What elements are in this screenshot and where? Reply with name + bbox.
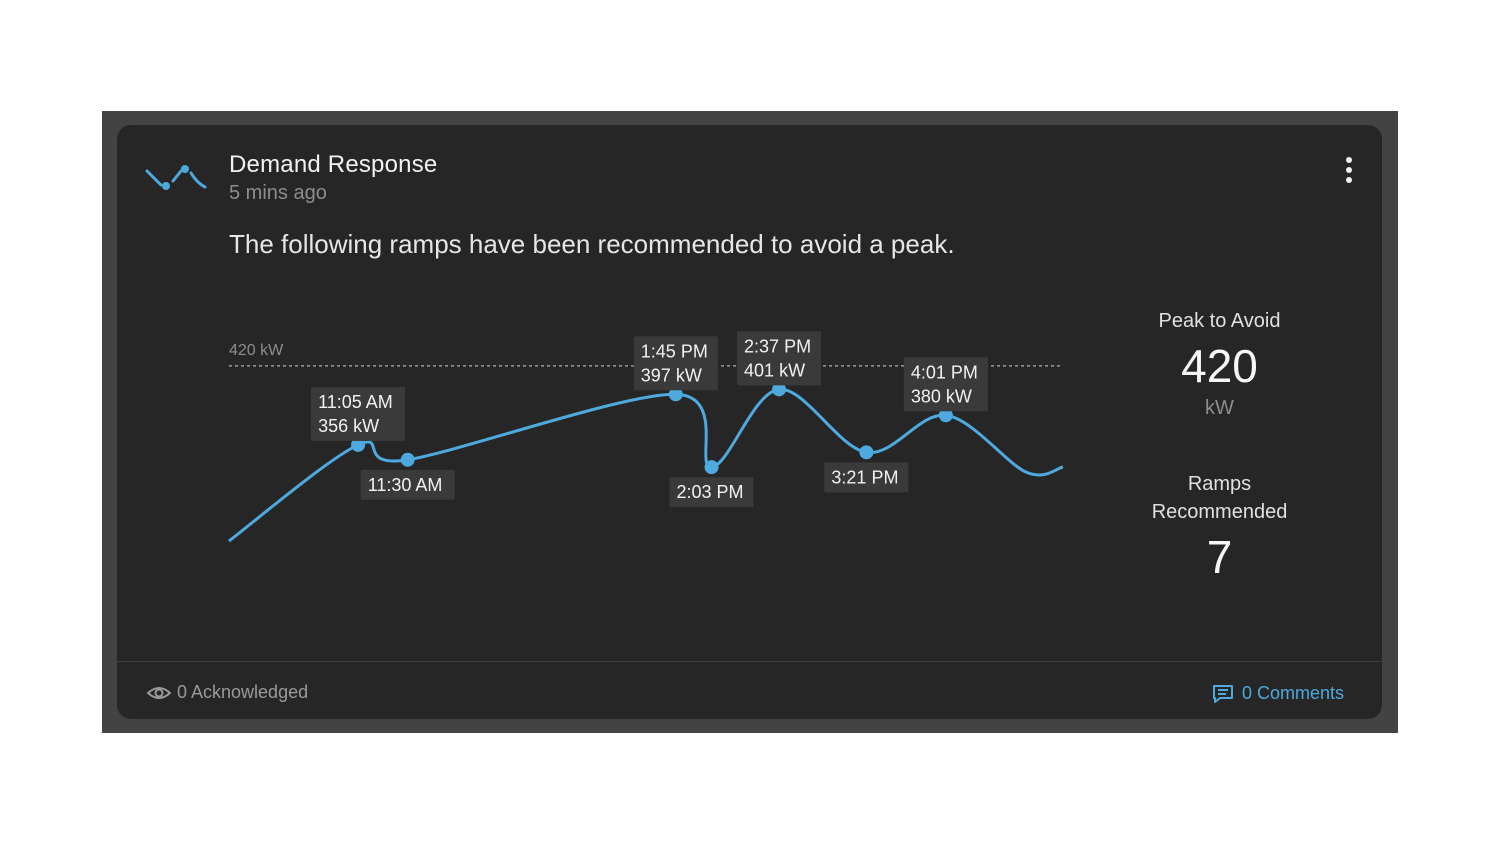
data-label-time: 2:37 PM xyxy=(744,336,811,356)
data-label-box xyxy=(903,357,988,412)
eye-icon xyxy=(147,686,171,699)
data-point[interactable] xyxy=(351,437,366,452)
data-label-box xyxy=(737,331,822,386)
chart-marks: 11:05 AM 356 kW 11:30 AM 1:45 PM 397 kW 2:03 … xyxy=(311,331,988,508)
data-label-box xyxy=(669,477,754,508)
data-label-value: 401 kW xyxy=(744,360,805,380)
data-label-time: 2:03 PM xyxy=(677,482,744,502)
data-label-time: 11:05 AM xyxy=(318,392,393,412)
ramps-value: 7 xyxy=(1206,531,1233,583)
comments-link[interactable]: 0 Comments xyxy=(1212,683,1344,704)
demand-chart: 420 kW 11:05 AM 356 kW 11:30 AM 1:45 PM 397 … xyxy=(228,331,1064,543)
more-vertical-icon-dot xyxy=(1346,177,1352,183)
data-label: 1:45 PM 397 kW xyxy=(633,336,718,391)
footer-divider xyxy=(117,661,1382,662)
data-point[interactable] xyxy=(938,408,953,423)
data-label-time: 3:21 PM xyxy=(831,467,898,487)
data-label: 11:30 AM xyxy=(360,469,455,500)
demand-response-wave-icon xyxy=(145,165,207,190)
card-title: Demand Response xyxy=(229,151,438,178)
data-label-time: 11:30 AM xyxy=(368,475,443,495)
data-label: 3:21 PM xyxy=(824,462,909,493)
data-label: 11:05 AM 356 kW xyxy=(311,386,406,441)
data-label-box xyxy=(633,336,718,391)
data-label-box xyxy=(311,386,406,441)
data-label-box xyxy=(824,462,909,493)
data-label: 2:37 PM 401 kW xyxy=(737,331,822,386)
card-timestamp: 5 mins ago xyxy=(229,182,327,204)
data-point[interactable] xyxy=(400,452,415,467)
peak-label: Peak to Avoid xyxy=(1158,310,1281,332)
ramps-label: Ramps Recommended xyxy=(1151,473,1288,523)
data-point[interactable] xyxy=(772,382,787,397)
comments-count: 0 Comments xyxy=(1241,683,1344,703)
more-vertical-icon xyxy=(1346,157,1352,163)
peak-value: 420 xyxy=(1181,340,1258,392)
data-point[interactable] xyxy=(704,460,719,475)
acknowledged-count: 0 Acknowledged xyxy=(177,682,309,702)
comment-icon xyxy=(1212,684,1233,703)
more-options-button[interactable] xyxy=(1337,155,1361,185)
threshold-label: 420 kW xyxy=(229,342,284,359)
data-label-value: 380 kW xyxy=(911,386,972,406)
card-message: The following ramps have been recommende… xyxy=(229,229,955,259)
demand-response-card: Demand Response 5 mins ago The following… xyxy=(117,125,1382,719)
more-vertical-icon-dot xyxy=(1346,167,1352,173)
data-label-time: 4:01 PM xyxy=(911,362,978,382)
data-label-value: 356 kW xyxy=(318,416,379,436)
acknowledged-button[interactable]: 0 Acknowledged xyxy=(147,682,308,703)
peak-unit: kW xyxy=(1205,397,1234,419)
data-label: 2:03 PM xyxy=(669,477,754,508)
data-point[interactable] xyxy=(668,387,683,402)
data-label-box xyxy=(360,469,455,500)
data-point[interactable] xyxy=(859,445,874,460)
data-label: 4:01 PM 380 kW xyxy=(903,357,988,412)
data-label-time: 1:45 PM xyxy=(641,341,708,361)
data-label-value: 397 kW xyxy=(641,365,702,385)
